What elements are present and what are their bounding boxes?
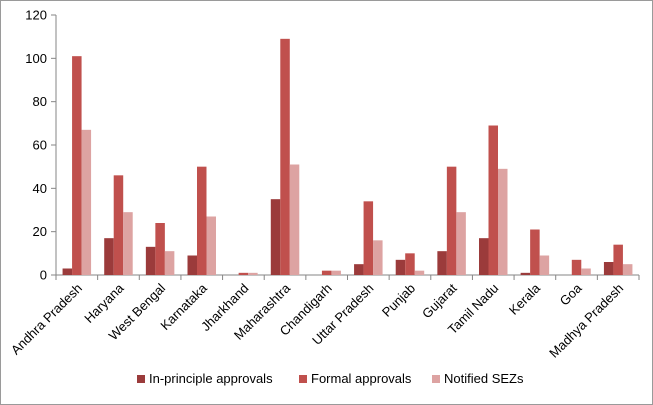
bar-in-principle-approvals-andhra-pradesh	[62, 268, 73, 275]
bar-in-principle-approvals-karnataka	[187, 255, 197, 275]
legend-label: Formal approvals	[311, 371, 412, 386]
bar-notified-sezs-gujarat	[456, 212, 466, 275]
x-category-label: Madhya Pradesh	[546, 281, 626, 361]
bar-formal-approvals-tamil-nadu	[488, 125, 498, 275]
bar-notified-sezs-west-bengal	[164, 251, 175, 275]
bar-in-principle-approvals-west-bengal	[145, 246, 156, 275]
bar-notified-sezs-goa	[581, 268, 591, 275]
y-tick-label: 120	[25, 8, 47, 23]
bar-in-principle-approvals-uttar-pradesh	[354, 264, 364, 275]
bar-notified-sezs-madhya-pradesh	[622, 264, 633, 275]
bar-notified-sezs-maharashtra	[289, 164, 300, 275]
bar-in-principle-approvals-punjab	[395, 259, 406, 275]
bar-in-principle-approvals-kerala	[520, 272, 531, 275]
bar-formal-approvals-andhra-pradesh	[72, 56, 82, 275]
x-category-label: Punjab	[379, 281, 418, 320]
bar-formal-approvals-punjab	[405, 253, 415, 275]
x-category-label: Kerala	[506, 280, 544, 318]
bar-notified-sezs-haryana	[123, 212, 133, 275]
bar-in-principle-approvals-tamil-nadu	[479, 238, 489, 275]
bar-in-principle-approvals-madhya-pradesh	[603, 262, 614, 275]
bar-notified-sezs-tamil-nadu	[498, 168, 508, 275]
bar-notified-sezs-jharkhand	[248, 272, 258, 275]
y-tick-label: 60	[33, 138, 47, 153]
bar-notified-sezs-karnataka	[206, 216, 216, 275]
bar-formal-approvals-goa	[571, 259, 582, 275]
bar-formal-approvals-kerala	[530, 229, 540, 275]
bars-layer	[62, 38, 633, 275]
bar-in-principle-approvals-gujarat	[437, 251, 447, 275]
legend-swatch	[137, 375, 145, 383]
bar-notified-sezs-kerala	[539, 255, 550, 275]
bar-in-principle-approvals-haryana	[104, 238, 114, 275]
bar-formal-approvals-haryana	[113, 175, 124, 275]
bar-formal-approvals-chandigarh	[321, 270, 332, 275]
y-tick-label: 80	[33, 94, 47, 109]
x-category-label: Goa	[557, 280, 586, 309]
y-tick-label: 20	[33, 224, 47, 239]
x-category-label: Gujarat	[419, 280, 460, 321]
y-tick-label: 100	[25, 51, 47, 66]
bar-notified-sezs-andhra-pradesh	[81, 129, 92, 275]
bar-formal-approvals-uttar-pradesh	[363, 201, 374, 275]
bar-formal-approvals-gujarat	[446, 166, 457, 275]
legend-label: Notified SEZs	[444, 371, 524, 386]
bar-formal-approvals-maharashtra	[280, 38, 290, 275]
bar-notified-sezs-punjab	[414, 270, 425, 275]
bar-notified-sezs-uttar-pradesh	[373, 240, 383, 275]
bar-notified-sezs-chandigarh	[331, 270, 341, 275]
bar-formal-approvals-madhya-pradesh	[613, 244, 623, 275]
y-tick-label: 0	[40, 268, 47, 283]
x-category-label: Andhra Pradesh	[8, 281, 85, 358]
bar-in-principle-approvals-maharashtra	[270, 199, 281, 275]
legend: In-principle approvals Formal approvals No…	[137, 371, 524, 386]
bar-formal-approvals-west-bengal	[155, 223, 165, 275]
bar-formal-approvals-karnataka	[197, 166, 207, 275]
bar-formal-approvals-jharkhand	[238, 272, 249, 275]
legend-label: In-principle approvals	[149, 371, 273, 386]
legend-swatch	[299, 375, 307, 383]
axes-layer	[51, 14, 640, 280]
y-tick-label: 40	[33, 181, 47, 196]
legend-swatch	[432, 375, 440, 383]
